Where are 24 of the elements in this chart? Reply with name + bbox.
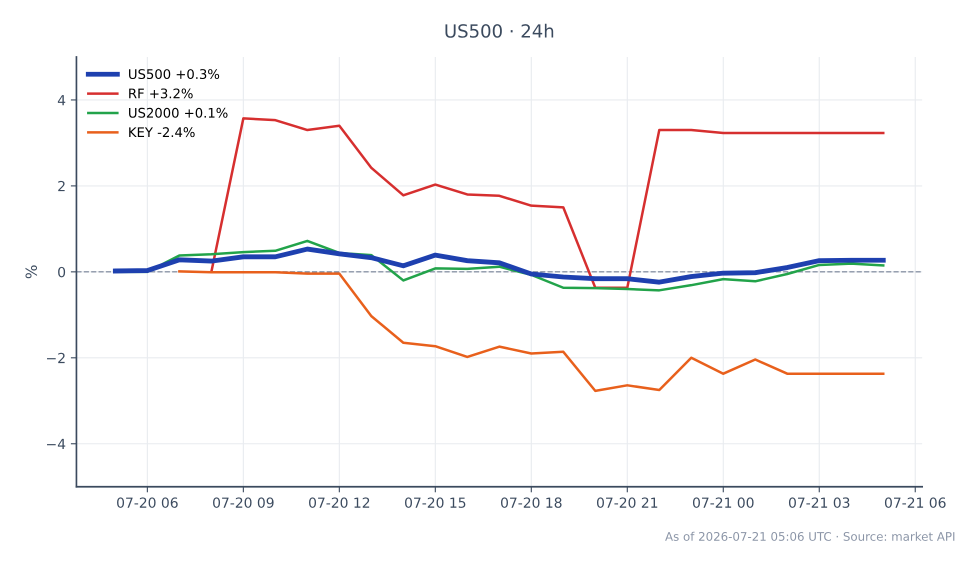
line-series	[178, 270, 885, 392]
x-tick-label: 07-21 06	[884, 497, 946, 508]
x-tick-label: 07-20 15	[405, 497, 466, 508]
y-tick-label: 2	[58, 180, 65, 192]
y-tick-label: 0	[58, 266, 66, 278]
x-tick-label: 07-20 21	[596, 497, 658, 508]
x-tick-label: 07-20 09	[213, 497, 274, 508]
x-tick-label: 07-20 18	[501, 497, 562, 508]
legend-label: US2000 +0.1%	[129, 108, 228, 118]
chart-title: US500 · 24h	[445, 24, 554, 38]
line-series	[112, 246, 886, 285]
legend-label: KEY -2.4%	[129, 127, 195, 138]
x-tick-label: 07-20 06	[117, 497, 178, 508]
y-axis-title: %	[25, 265, 38, 278]
x-tick-label: 07-21 03	[788, 497, 850, 508]
x-tick-label: 07-20 12	[309, 497, 370, 508]
y-tick-label: 4	[58, 95, 66, 106]
line-series	[210, 117, 885, 289]
y-tick-label: −4	[47, 438, 66, 450]
text: As of 2026-07-21 05:06 UTC · Source: market API	[665, 532, 954, 541]
y-tick-label: −2	[47, 352, 65, 364]
x-tick-label: 07-21 00	[692, 497, 754, 508]
legend-label: US500 +0.3%	[129, 69, 220, 80]
legend-label: RF +3.2%	[129, 88, 193, 98]
